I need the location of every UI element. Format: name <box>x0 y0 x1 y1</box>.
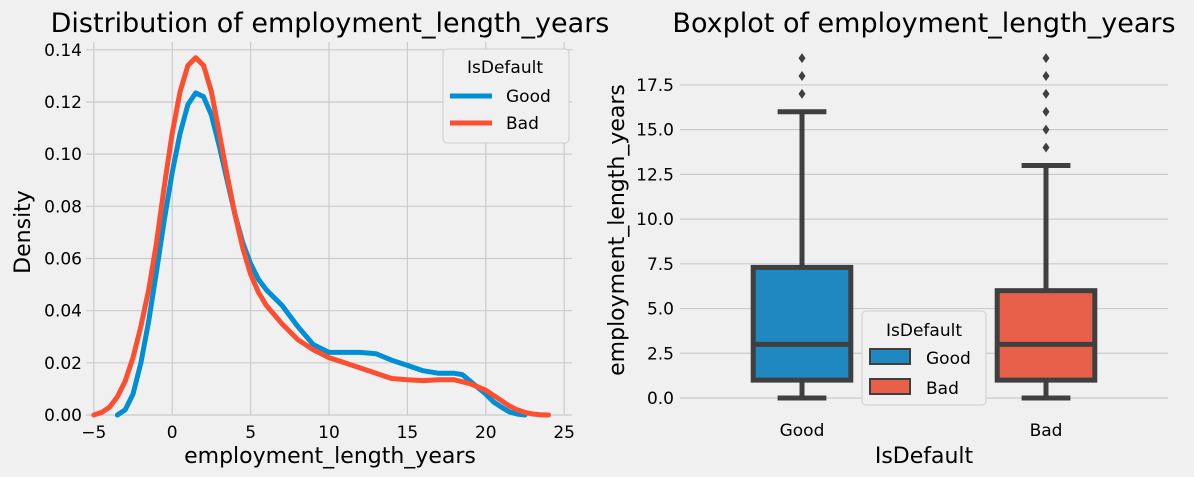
kde-chart: −5 0 5 10 15 20 25 0.00 0.02 0.04 0.06 0.08 0.10 0.1… <box>11 8 609 469</box>
kde-x-tick-label: 5 <box>245 423 256 443</box>
kde-y-tick-label: 0.08 <box>44 197 82 217</box>
kde-y-tick-label: 0.14 <box>44 41 82 61</box>
box-legend: IsDefault Good Bad <box>861 310 987 406</box>
kde-x-tick-label: 10 <box>318 423 340 443</box>
kde-x-axis-label: employment_length_years <box>184 444 476 469</box>
outlier-point-bad <box>1042 124 1050 135</box>
outlier-point-bad <box>1042 142 1050 153</box>
kde-line-bad <box>91 55 551 418</box>
kde-x-tick-label: 15 <box>397 423 419 443</box>
kde-chart-title: Distribution of employment_length_years <box>51 8 610 39</box>
box-x-tick-labels: Good Bad <box>780 421 1063 441</box>
box-y-tick-label: 2.5 <box>647 344 674 364</box>
outlier-point-bad <box>1042 106 1050 117</box>
kde-y-tick-label: 0.02 <box>44 354 82 374</box>
kde-legend-label-bad: Bad <box>506 114 539 134</box>
kde-y-tick-label: 0.10 <box>44 145 82 165</box>
kde-legend: IsDefault Good Bad <box>442 48 570 144</box>
outlier-point-bad <box>1042 53 1050 64</box>
outlier-point-good <box>798 53 806 64</box>
box-y-tick-label: 10.0 <box>636 210 674 230</box>
box-y-tick-label: 5.0 <box>647 300 674 320</box>
kde-series-lines <box>91 55 551 418</box>
box-y-tick-label: 7.5 <box>647 255 674 275</box>
box-legend-label-good: Good <box>926 349 971 369</box>
box-y-tick-labels: 0.0 2.5 5.0 7.5 10.0 12.5 15.0 17.5 <box>636 76 674 409</box>
box-legend-swatch-bad <box>869 378 911 395</box>
box-legend-title: IsDefault <box>886 321 962 341</box>
box-y-tick-label: 12.5 <box>636 165 674 185</box>
kde-y-tick-label: 0.04 <box>44 302 82 322</box>
kde-x-tick-label: 0 <box>167 423 178 443</box>
outlier-point-bad <box>1042 70 1050 81</box>
box-good <box>750 264 854 383</box>
kde-x-tick-label: 25 <box>553 423 575 443</box>
kde-legend-label-good: Good <box>506 87 551 107</box>
box-marks <box>750 53 1098 401</box>
box-bad <box>994 288 1098 383</box>
kde-x-tick-label: −5 <box>81 423 106 443</box>
kde-y-tick-labels: 0.00 0.02 0.04 0.06 0.08 0.10 0.12 0.14 <box>44 41 82 426</box>
outlier-point-good <box>798 70 806 81</box>
box-legend-label-bad: Bad <box>926 379 959 399</box>
kde-y-tick-label: 0.12 <box>44 93 82 113</box>
box-legend-swatch-good <box>869 348 911 365</box>
outlier-point-good <box>798 88 806 99</box>
box-y-tick-label: 15.0 <box>636 121 674 141</box>
outlier-point-bad <box>1042 88 1050 99</box>
box-y-tick-label: 0.0 <box>647 389 674 409</box>
kde-x-tick-labels: −5 0 5 10 15 20 25 <box>81 423 575 443</box>
box-chart-title: Boxplot of employment_length_years <box>672 8 1175 39</box>
box-y-axis-label: employment_length_years <box>605 84 630 376</box>
boxplot-chart: Good Bad 0.0 2.5 5.0 7.5 10.0 12.5 15.0 17.5 Box… <box>605 8 1176 469</box>
kde-x-tick-label: 20 <box>475 423 497 443</box>
box-x-tick-label: Bad <box>1030 421 1063 441</box>
box-x-axis-label: IsDefault <box>875 444 974 469</box>
kde-y-tick-label: 0.00 <box>44 406 82 426</box>
kde-legend-box <box>442 48 570 144</box>
kde-legend-title: IsDefault <box>467 58 543 78</box>
kde-y-tick-label: 0.06 <box>44 249 82 269</box>
kde-y-axis-label: Density <box>11 190 36 274</box>
box-y-tick-label: 17.5 <box>636 76 674 96</box>
box-x-tick-label: Good <box>780 421 825 441</box>
